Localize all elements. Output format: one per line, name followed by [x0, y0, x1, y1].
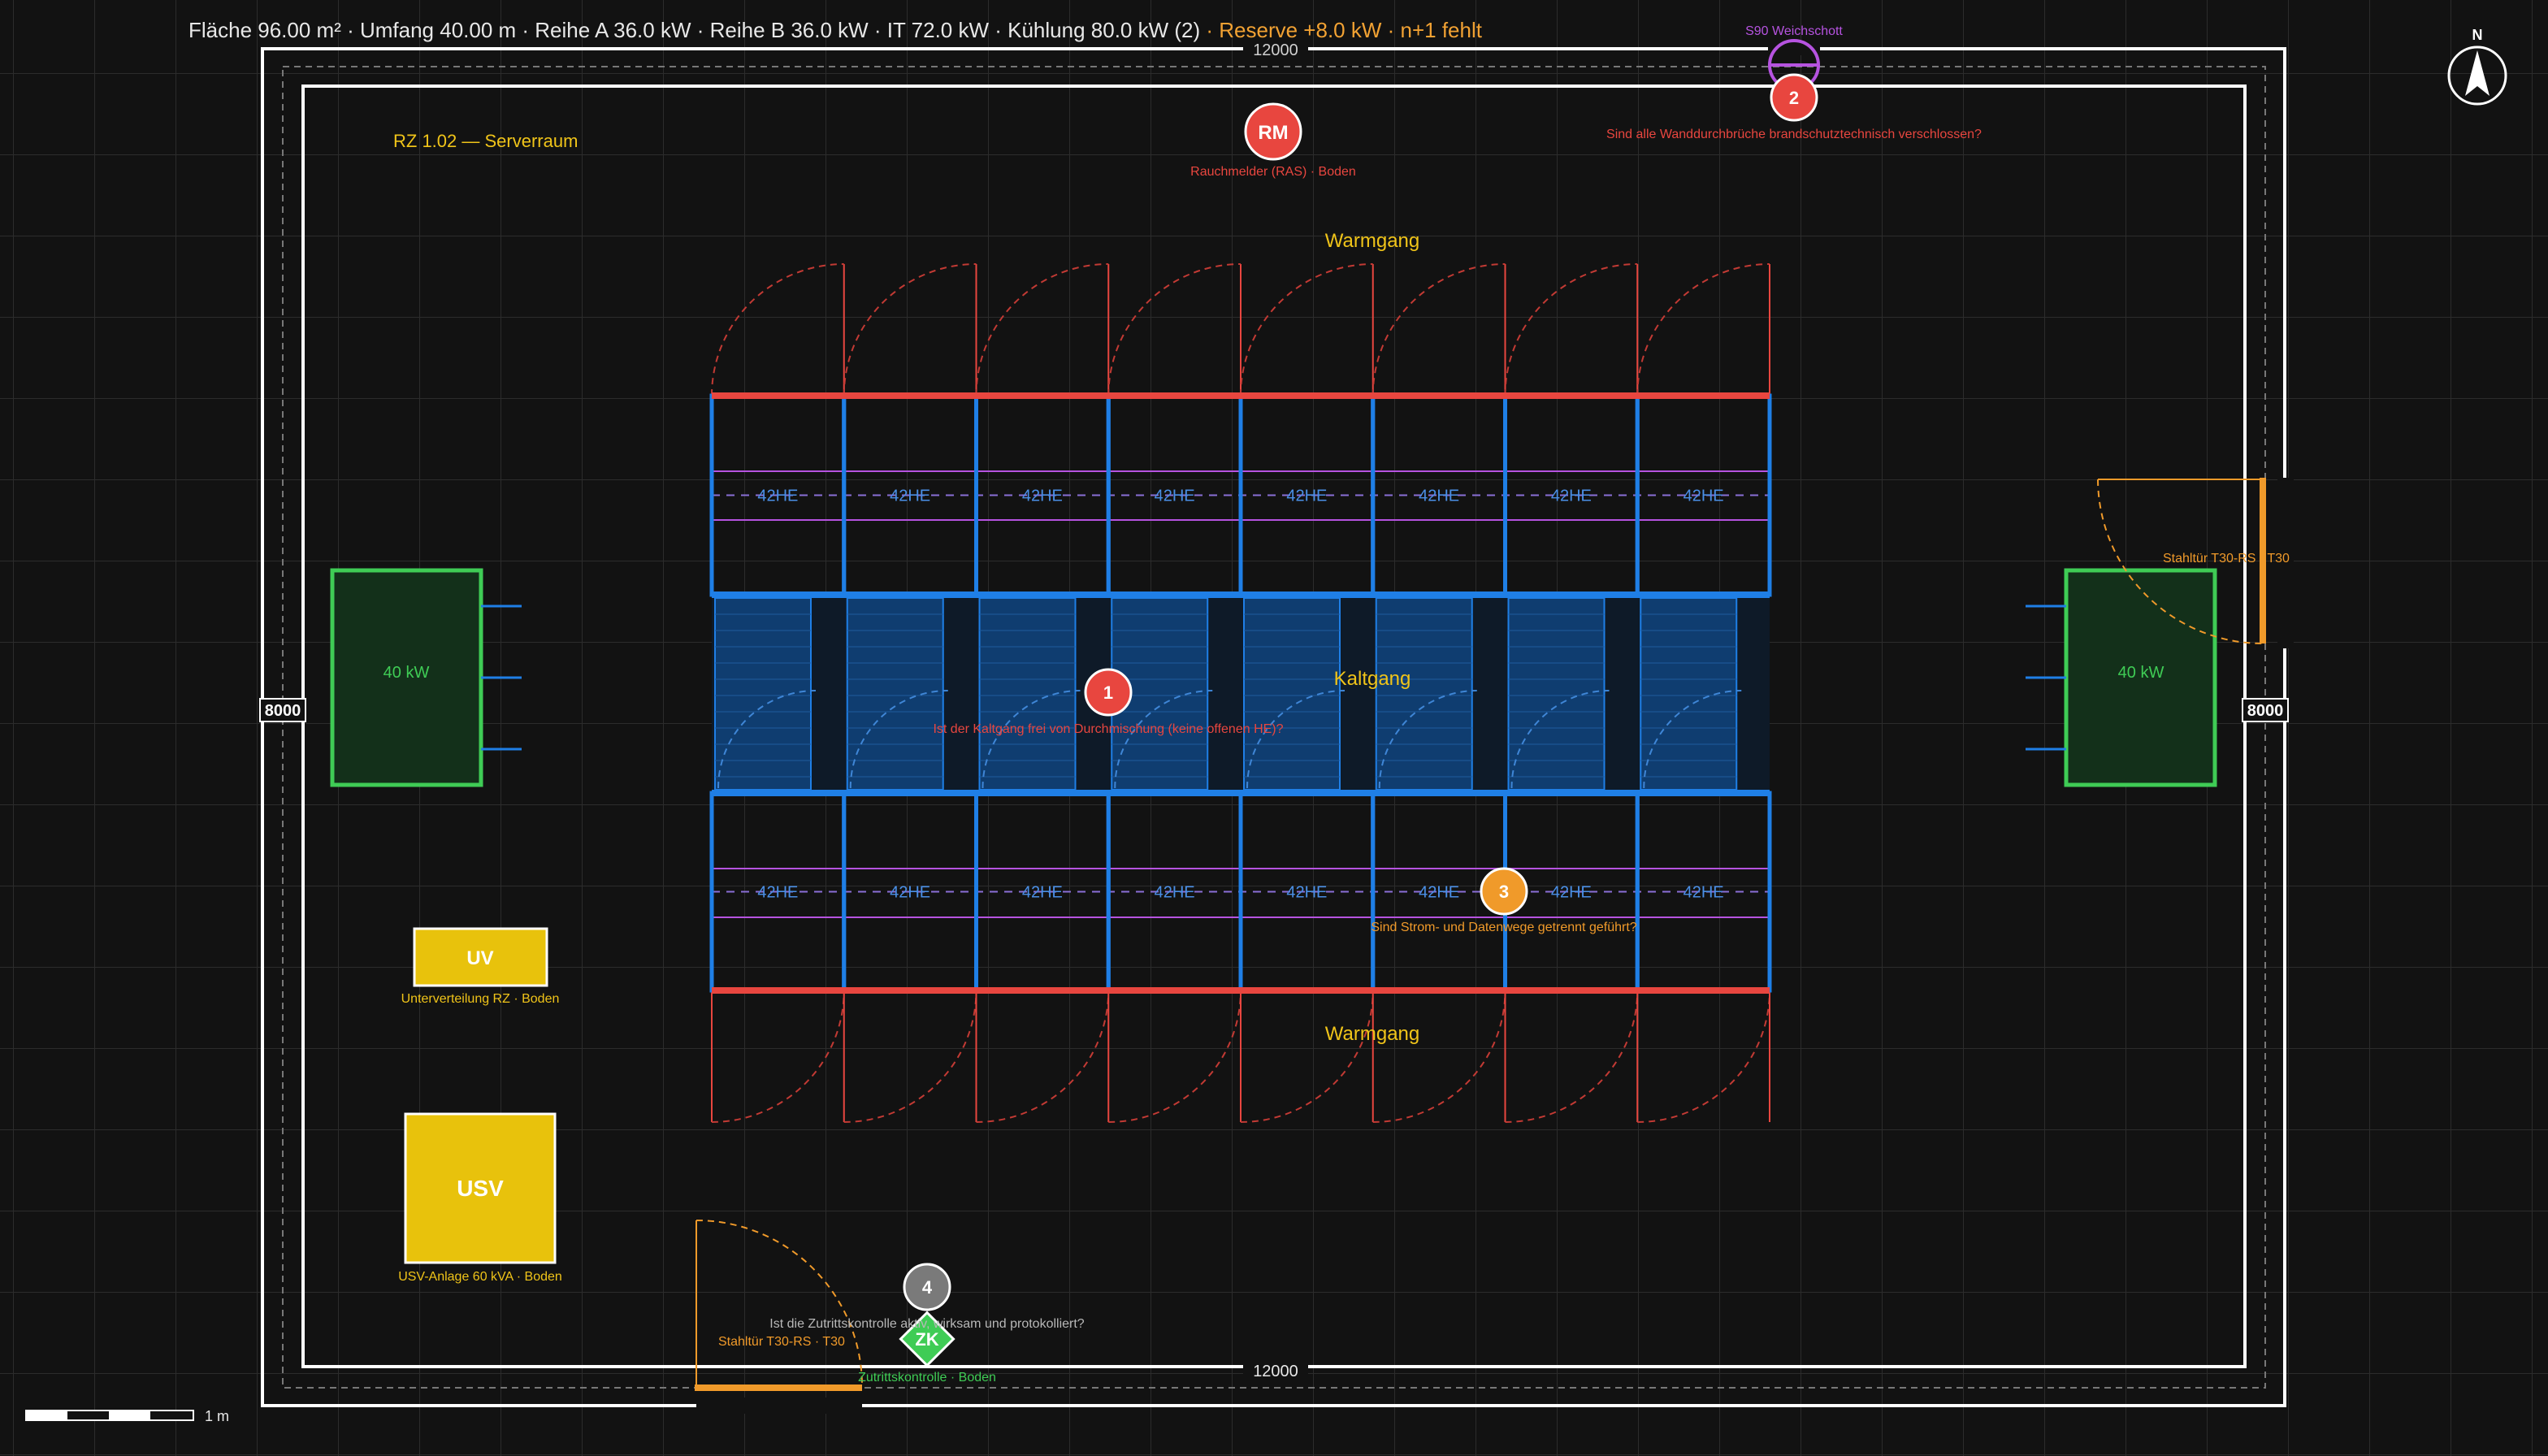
containment-panel-1 [714, 597, 812, 791]
check-4-question: Ist die Zutrittskontrolle aktiv, wirksam… [769, 1317, 1085, 1331]
fire-seal-label: S90 Weichschott [1745, 24, 1843, 38]
door-right-label: Stahltür T30-RS · T30 [2163, 552, 2290, 566]
check-marker-4[interactable]: 4 Ist die Zutrittskontrolle aktiv, wirks… [769, 1263, 1085, 1331]
row-b-rack-3-label: 42HE [1022, 884, 1063, 902]
cold-aisle-containment [714, 597, 1742, 791]
compass-north-label: N [2472, 27, 2483, 43]
containment-panel-5 [1243, 597, 1341, 791]
row-a-rack-2-label: 42HE [890, 488, 930, 505]
check-marker-3[interactable]: 3 Sind Strom- und Datenwege getrennt gef… [1371, 867, 1637, 934]
containment-panel-3 [978, 597, 1077, 791]
dimension-right: 8000 [2247, 702, 2284, 720]
dimension-left: 8000 [265, 702, 301, 720]
compass-arrow-icon [2465, 50, 2490, 96]
sub-distribution-label: Unterverteilung RZ · Boden [401, 992, 560, 1006]
row-b-rack-7-label: 42HE [1551, 884, 1592, 902]
sub-distribution-icon: UV [466, 947, 493, 969]
right-door-gap [2277, 478, 2294, 648]
bottom-door-gap [696, 1398, 862, 1414]
ups-unit[interactable]: USV USV-Anlage 60 kVA · Boden [398, 1112, 562, 1284]
access-control-label: Zutrittskontrolle · Boden [858, 1371, 996, 1384]
door-bottom-label: Stahltür T30-RS · T30 [718, 1335, 845, 1349]
cooling-unit-left[interactable]: 40 kW [330, 568, 522, 787]
check-1-number: 1 [1103, 682, 1113, 703]
room-summary-text: Fläche 96.00 m² · Umfang 40.00 m · Reihe… [188, 18, 1201, 42]
room-summary-header: Fläche 96.00 m² · Umfang 40.00 m · Reihe… [188, 18, 1482, 43]
smoke-detector-label: Rauchmelder (RAS) · Boden [1190, 165, 1356, 179]
cooling-right-label: 40 kW [2118, 664, 2164, 682]
check-1-question: Ist der Kaltgang frei von Durchmischung … [933, 722, 1283, 736]
check-3-question: Sind Strom- und Datenwege getrennt gefüh… [1371, 921, 1636, 934]
scale-bar-label: 1 m [205, 1408, 229, 1424]
rack-door-swings-bottom [711, 990, 1770, 1123]
sub-distribution[interactable]: UV Unterverteilung RZ · Boden [401, 927, 560, 1006]
door-bottom[interactable]: Stahltür T30-RS · T30 [695, 1220, 863, 1391]
dimension-top: 12000 [1253, 41, 1298, 59]
row-a-rack-7-label: 42HE [1551, 488, 1592, 505]
row-a-rack-5-label: 42HE [1286, 488, 1327, 505]
door-right[interactable]: Stahltür T30-RS · T30 [2097, 478, 2290, 644]
access-control[interactable]: ZK Zutrittskontrolle · Boden [858, 1311, 996, 1384]
row-b-rack-4-label: 42HE [1155, 884, 1195, 902]
row-a-rack-1-label: 42HE [757, 488, 798, 505]
containment-panel-7 [1507, 597, 1606, 791]
row-b-rack-5-label: 42HE [1286, 884, 1327, 902]
ups-label: USV-Anlage 60 kVA · Boden [398, 1270, 562, 1284]
cold-aisle-label: Kaltgang [1334, 668, 1411, 690]
check-marker-2[interactable]: 2 Sind alle Wanddurchbrüche brandschutzt… [1606, 73, 1982, 141]
containment-panel-8 [1640, 597, 1738, 791]
compass: N [2447, 27, 2507, 106]
row-b-rack-2-label: 42HE [890, 884, 930, 902]
capacity-warning: · Reserve +8.0 kW · n+1 fehlt [1206, 18, 1482, 42]
room-label: RZ 1.02 — Serverraum [393, 131, 578, 151]
dimension-bottom: 12000 [1253, 1363, 1298, 1380]
row-a-rack-4-label: 42HE [1155, 488, 1195, 505]
row-a-rack-6-label: 42HE [1419, 488, 1459, 505]
check-3-number: 3 [1499, 882, 1509, 902]
cooling-left-label: 40 kW [384, 664, 430, 682]
check-marker-1[interactable]: 1 Ist der Kaltgang frei von Durchmischun… [933, 668, 1284, 736]
check-2-question: Sind alle Wanddurchbrüche brandschutztec… [1606, 128, 1982, 141]
hot-aisle-label-bottom: Warmgang [1325, 1023, 1419, 1045]
wall-dashed-line [282, 66, 2266, 1389]
smoke-detector-icon: RM [1258, 122, 1288, 144]
check-2-number: 2 [1789, 88, 1799, 108]
smoke-detector[interactable]: RM Rauchmelder (RAS) · Boden [1190, 102, 1356, 179]
check-4-number: 4 [922, 1277, 933, 1298]
row-b-rack-8-label: 42HE [1684, 884, 1724, 902]
row-a-rack-3-label: 42HE [1022, 488, 1063, 505]
containment-panel-6 [1375, 597, 1473, 791]
containment-panel-2 [846, 597, 944, 791]
hot-aisle-label-top: Warmgang [1325, 230, 1419, 252]
ups-icon: USV [457, 1176, 504, 1201]
scale-bar: 1 m [25, 1408, 229, 1424]
cooling-unit-right[interactable]: 40 kW [2026, 568, 2217, 787]
row-b-rack-1-label: 42HE [757, 884, 798, 902]
rack-door-swings-top [711, 263, 1770, 396]
row-a-rack-8-label: 42HE [1684, 488, 1724, 505]
access-control-icon: ZK [915, 1329, 938, 1350]
row-b-rack-6-label: 42HE [1419, 884, 1459, 902]
